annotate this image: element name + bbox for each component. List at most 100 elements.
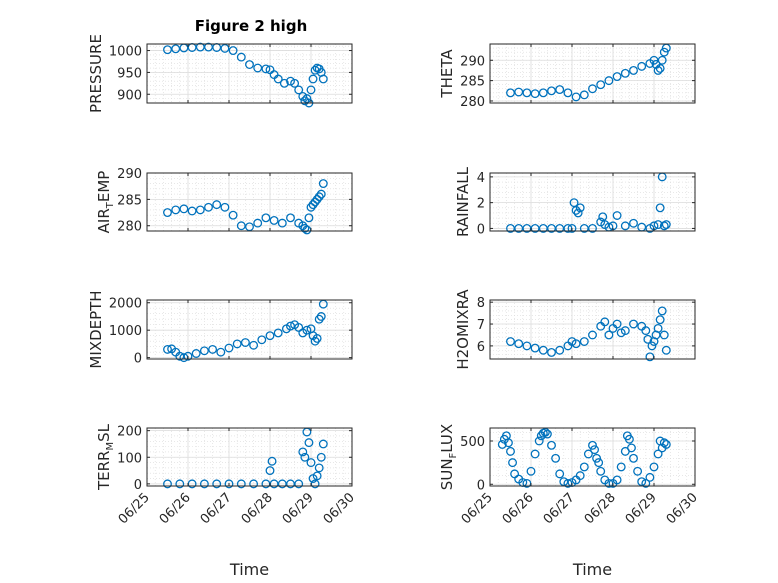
y-tick-label: 4: [477, 171, 485, 186]
data-point: [204, 202, 213, 212]
data-point: [220, 202, 230, 212]
data-point: [300, 452, 310, 462]
data-point: [534, 436, 544, 446]
y-axis-label: MIXDEPTH: [87, 290, 105, 368]
data-point: [236, 221, 246, 231]
data-point: [653, 323, 663, 333]
data-point: [620, 326, 630, 336]
data-point: [249, 340, 259, 350]
data-point: [604, 76, 614, 86]
data-point: [624, 434, 634, 444]
data-point: [579, 90, 589, 100]
data-point: [575, 471, 585, 481]
data-point: [522, 88, 532, 98]
data-point: [657, 306, 667, 316]
data-point: [314, 192, 324, 202]
data-point: [261, 213, 271, 223]
data-point: [530, 449, 540, 459]
data-point: [522, 341, 532, 351]
data-point: [629, 453, 638, 463]
data-point: [555, 85, 565, 95]
data-point: [629, 319, 638, 329]
x-tick-label: 06/27: [541, 490, 578, 527]
data-point: [183, 351, 193, 361]
y-tick-label: 2: [477, 197, 485, 212]
data-point: [179, 204, 189, 214]
panel-h2omixra: 6 7 8 H2OMIXRA: [454, 289, 696, 370]
data-point: [163, 45, 172, 55]
data-point: [224, 479, 234, 489]
plot-area: [490, 44, 695, 103]
data-point: [171, 205, 181, 215]
data-point: [555, 469, 565, 479]
data-point: [318, 179, 328, 188]
axes-box: [489, 172, 696, 232]
data-point: [273, 328, 283, 338]
data-point: [306, 85, 316, 95]
data-point: [588, 84, 597, 94]
data-point: [261, 64, 271, 74]
y-tick-label: 0: [134, 352, 142, 367]
y-tick-label: 500: [460, 435, 485, 450]
data-point: [506, 446, 515, 456]
data-point: [542, 429, 552, 439]
data-point: [199, 346, 209, 356]
data-point: [620, 221, 630, 231]
data-point: [298, 447, 308, 457]
data-point: [659, 438, 669, 448]
x-tick-label: 06/25: [116, 490, 153, 527]
data-point: [612, 475, 622, 485]
data-point: [294, 85, 304, 95]
data-point: [294, 479, 304, 489]
y-tick-label: 6: [477, 340, 485, 355]
data-point: [504, 438, 513, 448]
y-tick-label: 285: [117, 193, 142, 208]
data-point: [171, 44, 181, 54]
data-point: [304, 438, 314, 448]
data-point: [506, 88, 515, 98]
x-axis-label: Time: [572, 560, 612, 579]
data-point: [530, 89, 540, 99]
data-point: [304, 213, 314, 223]
panel-mixdepth: 0 1000 2000 MIXDEPTH: [87, 290, 353, 369]
data-point: [563, 88, 573, 98]
data-point: [661, 345, 671, 355]
data-point: [249, 479, 259, 489]
data-point: [547, 347, 556, 357]
data-point: [195, 205, 205, 215]
data-point: [596, 466, 606, 476]
data-point: [508, 458, 517, 468]
data-point: [253, 218, 263, 228]
y-tick-label: 280: [460, 95, 485, 110]
data-point: [592, 453, 602, 463]
data-point: [555, 345, 565, 355]
data-point: [547, 86, 556, 96]
y-tick-label: 0: [477, 222, 485, 237]
data-point: [318, 74, 328, 84]
y-tick-label: 100: [117, 451, 142, 466]
data-point: [314, 314, 324, 324]
data-point: [273, 74, 283, 84]
data-point: [571, 92, 581, 102]
y-tick-label: 290: [117, 167, 142, 182]
axes-box: [489, 427, 696, 487]
axes-box: [146, 172, 353, 232]
data-point: [232, 339, 242, 349]
data-point: [191, 349, 201, 358]
y-tick-label: 1000: [109, 45, 142, 60]
data-point: [538, 88, 548, 98]
y-axis-label: AIRTEMP: [95, 171, 116, 234]
data-point: [637, 477, 647, 487]
data-point: [575, 203, 585, 213]
data-point: [318, 439, 328, 449]
data-point: [643, 334, 653, 344]
panel-rainfall: 0 2 4 RAINFALL: [454, 166, 696, 237]
data-point: [627, 443, 636, 453]
data-point: [590, 445, 599, 455]
x-tick-label: 06/30: [664, 490, 701, 527]
data-point: [641, 478, 651, 488]
y-tick-label: 280: [117, 220, 142, 235]
x-tick-label: 06/28: [582, 490, 619, 527]
